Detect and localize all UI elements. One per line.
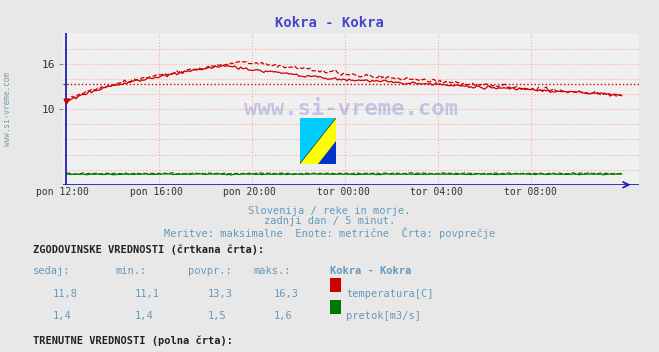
Text: pon 12:00: pon 12:00 <box>36 187 89 197</box>
Text: pretok[m3/s]: pretok[m3/s] <box>346 311 421 321</box>
Text: 1,5: 1,5 <box>208 311 226 321</box>
Text: pon 20:00: pon 20:00 <box>223 187 276 197</box>
Text: tor 04:00: tor 04:00 <box>410 187 463 197</box>
Text: 16,3: 16,3 <box>273 289 299 299</box>
Text: 11,8: 11,8 <box>53 289 78 299</box>
Text: sedaj:: sedaj: <box>33 266 71 276</box>
Text: 11,1: 11,1 <box>135 289 160 299</box>
Text: TRENUTNE VREDNOSTI (polna črta):: TRENUTNE VREDNOSTI (polna črta): <box>33 335 233 346</box>
Text: Meritve: maksimalne  Enote: metrične  Črta: povprečje: Meritve: maksimalne Enote: metrične Črta… <box>164 227 495 239</box>
Polygon shape <box>300 118 336 164</box>
Text: Kokra - Kokra: Kokra - Kokra <box>275 16 384 30</box>
Text: min.:: min.: <box>115 266 146 276</box>
Text: 1,6: 1,6 <box>273 311 292 321</box>
Text: povpr.:: povpr.: <box>188 266 231 276</box>
Text: Slovenija / reke in morje.: Slovenija / reke in morje. <box>248 206 411 216</box>
Text: ZGODOVINSKE VREDNOSTI (črtkana črta):: ZGODOVINSKE VREDNOSTI (črtkana črta): <box>33 245 264 255</box>
Text: temperatura[C]: temperatura[C] <box>346 289 434 299</box>
Text: 1,4: 1,4 <box>53 311 71 321</box>
Text: www.si-vreme.com: www.si-vreme.com <box>3 72 13 146</box>
Polygon shape <box>300 118 336 164</box>
Text: zadnji dan / 5 minut.: zadnji dan / 5 minut. <box>264 216 395 226</box>
Text: Kokra - Kokra: Kokra - Kokra <box>330 266 411 276</box>
Text: maks.:: maks.: <box>254 266 291 276</box>
Text: tor 00:00: tor 00:00 <box>317 187 370 197</box>
Polygon shape <box>318 141 336 164</box>
Text: 13,3: 13,3 <box>208 289 233 299</box>
Text: tor 08:00: tor 08:00 <box>503 187 557 197</box>
Text: www.si-vreme.com: www.si-vreme.com <box>244 99 458 119</box>
Text: 1,4: 1,4 <box>135 311 154 321</box>
Text: pon 16:00: pon 16:00 <box>130 187 183 197</box>
